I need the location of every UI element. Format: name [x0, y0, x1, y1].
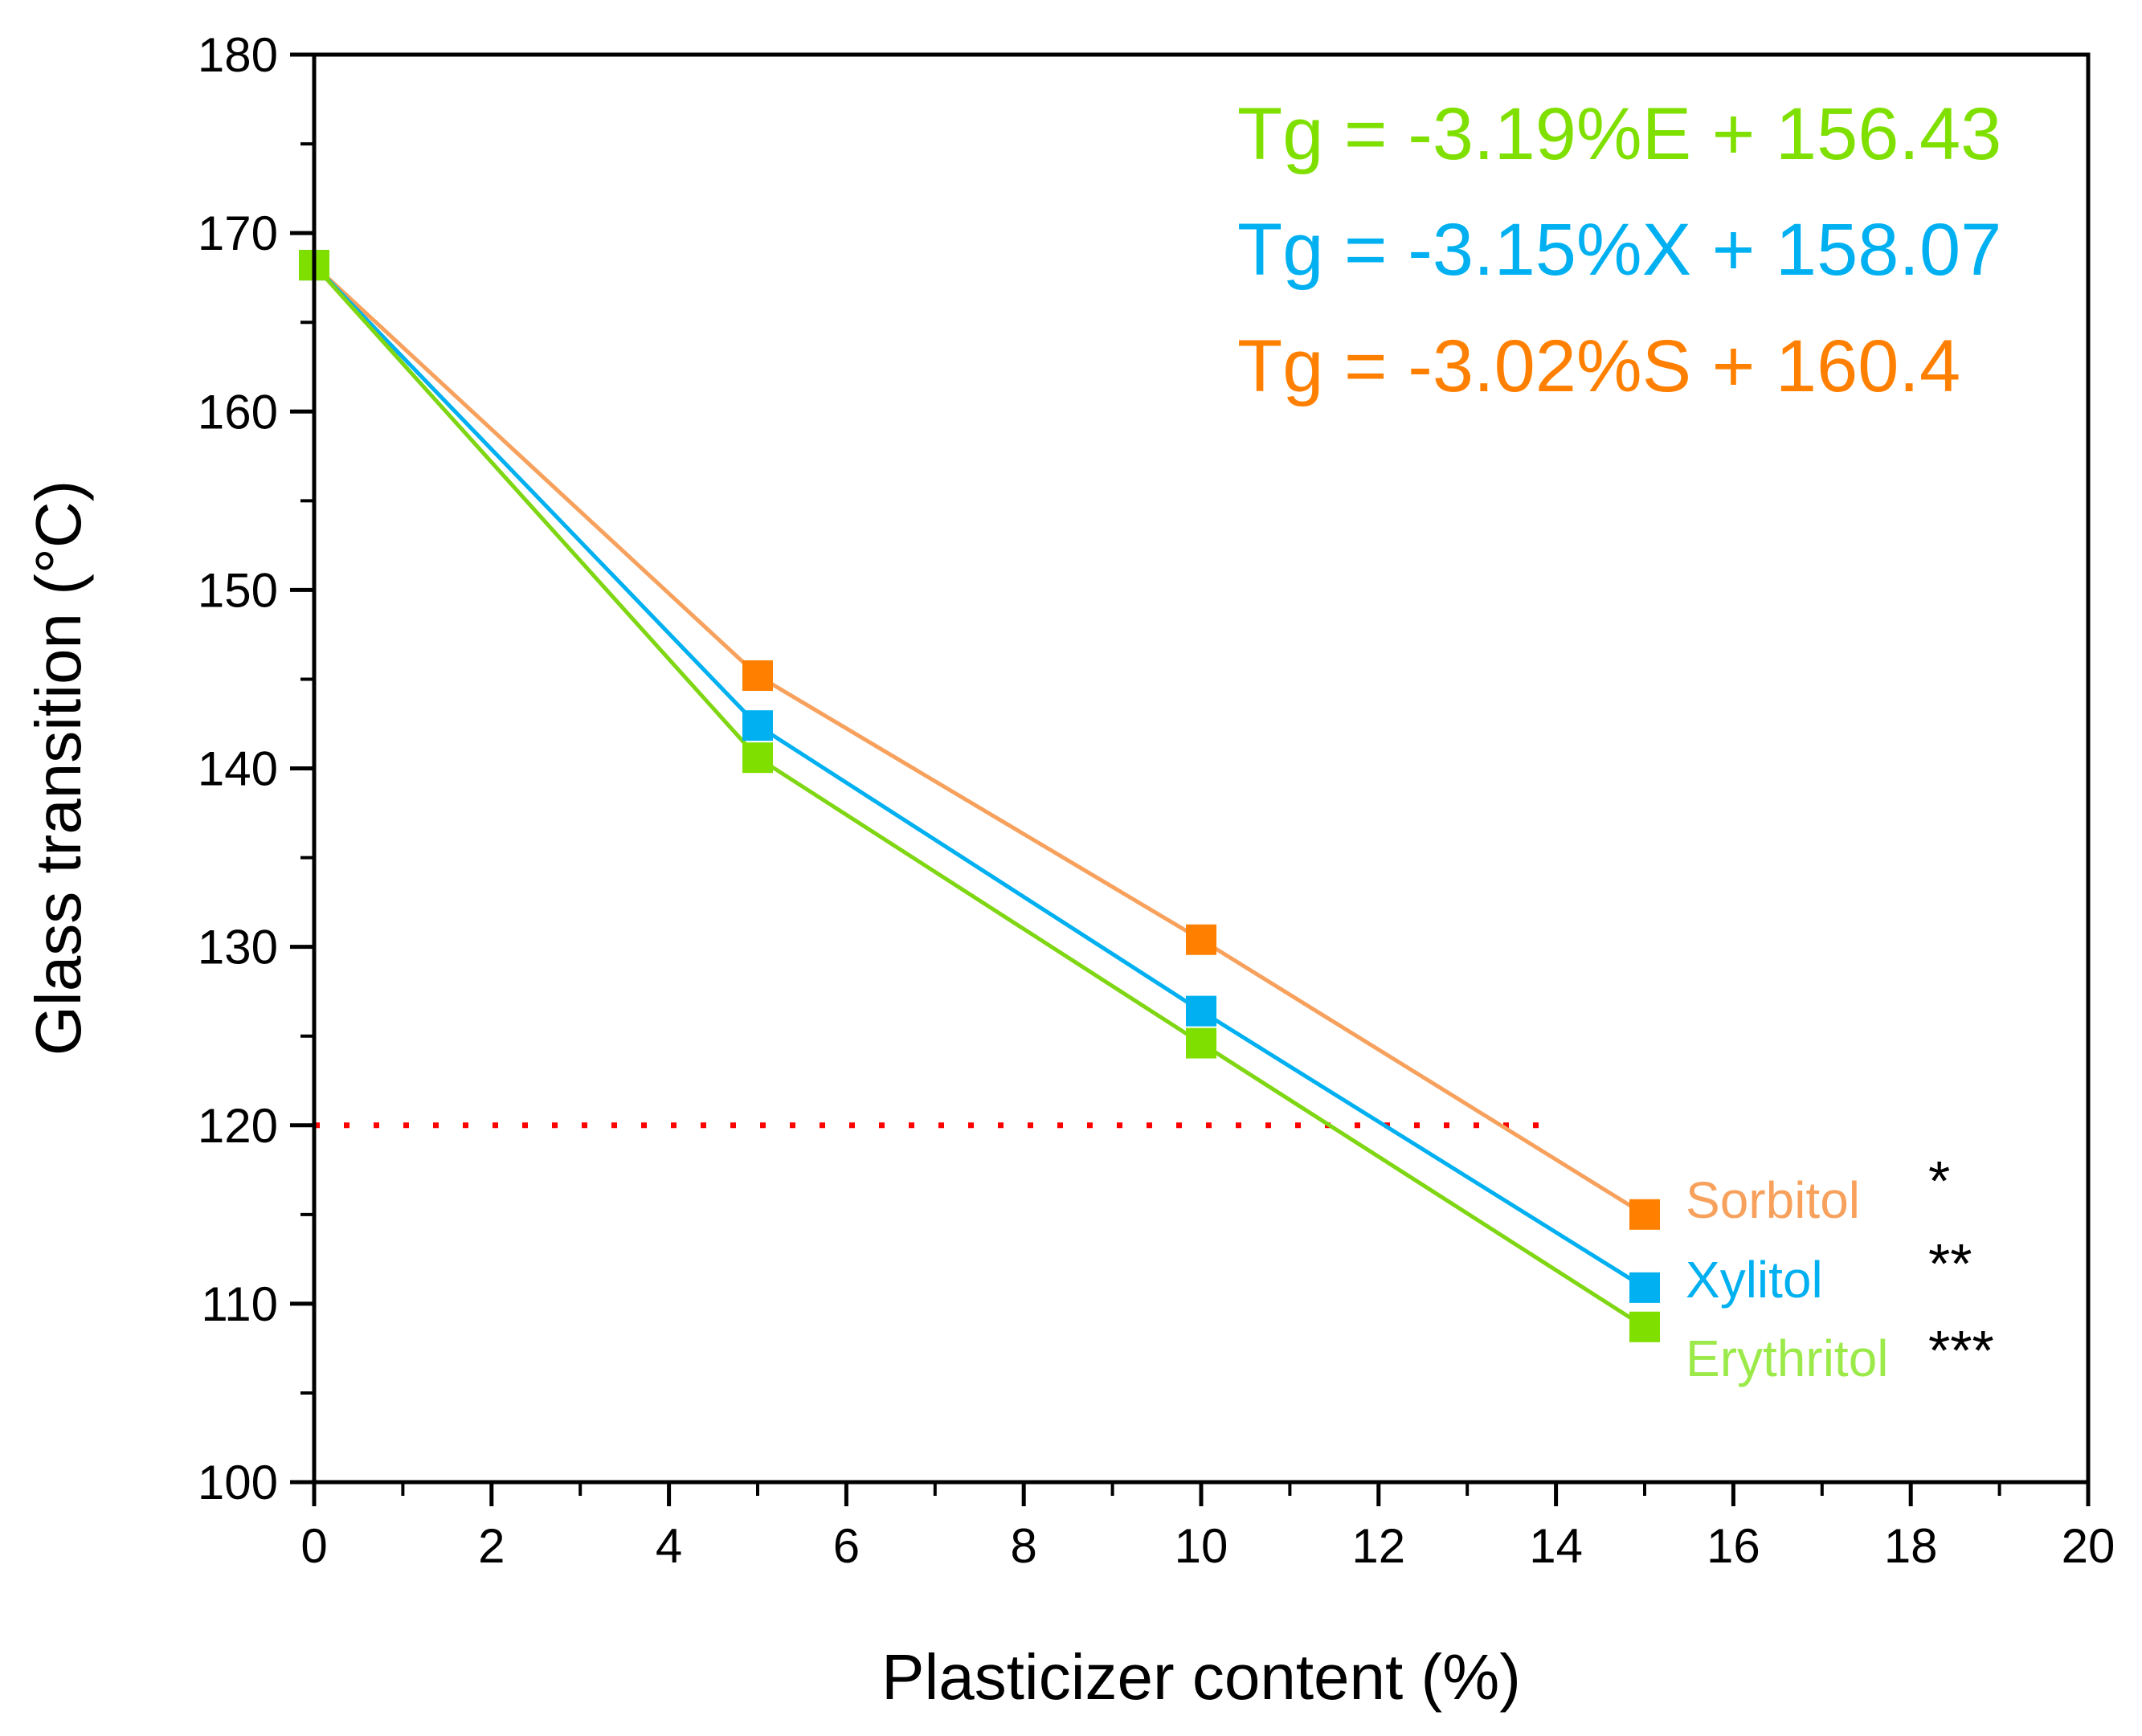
x-tick-label: 4: [656, 1519, 682, 1573]
xylitol-line: [313, 263, 1646, 1290]
x-tick-label: 10: [1175, 1519, 1228, 1573]
sorbitol-significance: *: [1928, 1150, 1950, 1212]
y-tick-label: 120: [198, 1099, 278, 1153]
sorbitol-point-10: [1186, 924, 1216, 955]
y-tick-label: 170: [198, 206, 278, 260]
y-axis-title: Glass transition (°C): [22, 480, 94, 1056]
equation-1: Tg = -3.19%E + 156.43: [1237, 93, 2001, 175]
erythritol-label: Erythritol: [1686, 1330, 1889, 1387]
sorbitol-line: [313, 263, 1646, 1216]
x-tick-label: 2: [478, 1519, 505, 1573]
sorbitol-point-15: [1629, 1199, 1660, 1230]
sorbitol-label: Sorbitol: [1686, 1171, 1860, 1229]
y-tick-label: 110: [201, 1277, 278, 1331]
x-tick-label: 16: [1707, 1519, 1760, 1573]
x-tick-label: 20: [2062, 1519, 2115, 1573]
erythritol-point-5: [742, 742, 773, 774]
erythritol-significance: ***: [1928, 1319, 1994, 1382]
erythritol-point-10: [1186, 1027, 1216, 1059]
y-tick-label: 130: [198, 921, 278, 974]
x-tick-label: 12: [1351, 1519, 1405, 1573]
xylitol-point-15: [1629, 1272, 1660, 1303]
x-tick-label: 8: [1011, 1519, 1037, 1573]
xylitol-point-5: [742, 710, 773, 741]
x-tick-label: 6: [833, 1519, 860, 1573]
y-tick-label: 150: [198, 563, 278, 617]
erythritol-line: [313, 263, 1646, 1329]
x-tick-label: 14: [1529, 1519, 1583, 1573]
x-tick-label: 18: [1884, 1519, 1938, 1573]
equation-2: Tg = -3.15%X + 158.07: [1237, 209, 2001, 291]
x-tick-label: 0: [300, 1519, 327, 1573]
xylitol-significance: **: [1928, 1232, 1972, 1295]
sorbitol-point-5: [742, 660, 773, 691]
erythritol-point-15: [1629, 1311, 1660, 1342]
y-tick-label: 180: [198, 28, 278, 82]
y-tick-label: 160: [198, 385, 278, 439]
xylitol-point-10: [1186, 995, 1216, 1027]
y-tick-label: 100: [198, 1456, 278, 1509]
equation-3: Tg = -3.02%S + 160.4: [1237, 325, 1960, 407]
x-axis-title: Plasticizer content (%): [881, 1641, 1521, 1713]
xylitol-label: Xylitol: [1686, 1251, 1823, 1309]
y-tick-label: 140: [198, 742, 278, 796]
